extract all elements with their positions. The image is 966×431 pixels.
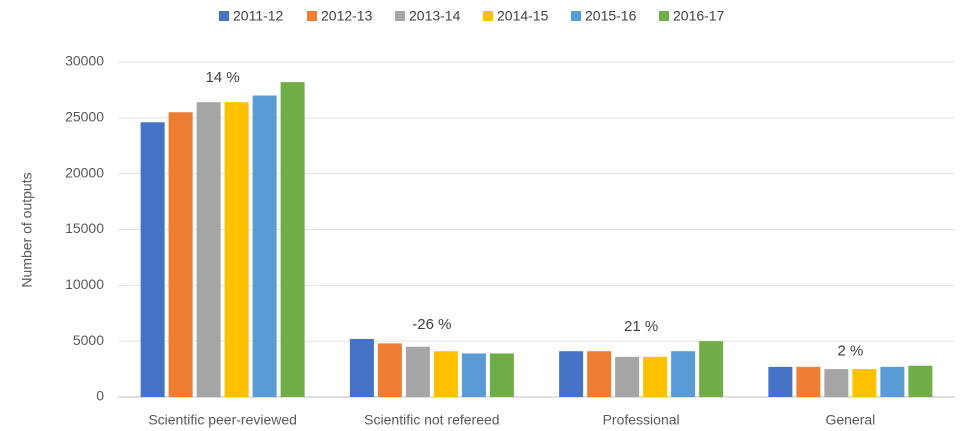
bar: [489, 353, 514, 397]
y-tick-label: 5000: [73, 332, 104, 348]
bar: [615, 356, 640, 397]
annotation: -26 %: [412, 316, 451, 333]
bar: [880, 366, 905, 397]
annotation: 14 %: [206, 69, 240, 86]
legend-swatch: [483, 11, 493, 21]
bar: [377, 343, 402, 397]
y-tick-label: 30000: [65, 53, 104, 69]
legend-label: 2011-12: [233, 8, 284, 24]
y-tick-label: 20000: [65, 164, 104, 180]
bar: [643, 356, 668, 397]
bar: [461, 353, 486, 397]
annotation: 2 %: [837, 343, 863, 360]
legend-swatch: [307, 11, 317, 21]
bar: [140, 122, 165, 398]
bar: [349, 338, 374, 397]
annotation: 21 %: [624, 318, 658, 335]
legend-label: 2015-16: [585, 8, 637, 24]
bar: [433, 351, 458, 397]
legend-swatch: [659, 11, 669, 21]
legend-swatch: [571, 11, 581, 21]
x-tick-label: General: [825, 412, 875, 428]
x-tick-label: Scientific not refereed: [364, 412, 499, 428]
bar: [824, 369, 849, 397]
bar: [768, 366, 793, 397]
bar: [252, 95, 277, 397]
legend-label: 2012-13: [321, 8, 373, 24]
y-tick-label: 25000: [65, 109, 104, 125]
legend-label: 2013-14: [409, 8, 461, 24]
bar: [796, 366, 821, 397]
legend-swatch: [219, 11, 229, 21]
bar: [168, 112, 193, 397]
bar: [405, 346, 430, 397]
y-tick-label: 10000: [65, 276, 104, 292]
bar: [196, 102, 221, 397]
bar: [852, 369, 877, 397]
y-axis-label: Number of outputs: [19, 172, 35, 287]
bar: [559, 351, 584, 397]
bar: [587, 351, 612, 397]
bar: [280, 82, 305, 397]
bar: [671, 351, 696, 397]
legend-label: 2016-17: [673, 8, 725, 24]
legend-swatch: [395, 11, 405, 21]
legend-label: 2014-15: [497, 8, 549, 24]
x-tick-label: Scientific peer-reviewed: [148, 412, 297, 428]
x-tick-label: Professional: [603, 412, 680, 428]
y-tick-label: 0: [96, 388, 104, 404]
bar: [699, 341, 724, 397]
y-tick-label: 15000: [65, 220, 104, 236]
bar: [908, 365, 933, 397]
bar: [224, 102, 249, 397]
